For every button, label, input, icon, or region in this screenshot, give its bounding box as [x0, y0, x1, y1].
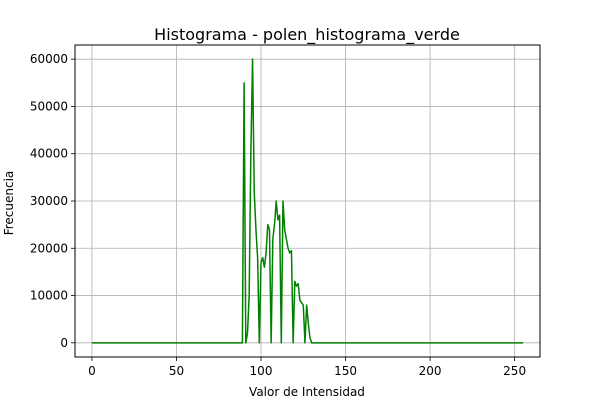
grid: [75, 45, 540, 357]
chart-title: Histograma - polen_histograma_verde: [154, 25, 460, 45]
y-tick-label-10000: 10000: [30, 289, 68, 303]
x-tick-label-100: 100: [250, 364, 273, 378]
y-tick-label-0: 0: [60, 336, 68, 350]
y-tick-label-60000: 60000: [30, 52, 68, 66]
x-tick-label-200: 200: [419, 364, 442, 378]
x-axis-label: Valor de Intensidad: [249, 385, 365, 399]
x-tick-label-250: 250: [503, 364, 526, 378]
y-tick-label-40000: 40000: [30, 147, 68, 161]
y-tick-label-50000: 50000: [30, 99, 68, 113]
series-line-verde: [91, 58, 524, 344]
ticks: 0 50 100 150 200 250 0 10000 20000 30000 40000 5000…: [30, 52, 526, 378]
x-tick-label-50: 50: [169, 364, 184, 378]
x-tick-label-0: 0: [88, 364, 96, 378]
y-tick-label-20000: 20000: [30, 241, 68, 255]
y-axis-label: Frecuencia: [2, 171, 16, 236]
y-tick-label-30000: 30000: [30, 194, 68, 208]
x-tick-label-150: 150: [334, 364, 357, 378]
plot-frame: [74, 44, 541, 358]
series-layer: [91, 58, 524, 344]
